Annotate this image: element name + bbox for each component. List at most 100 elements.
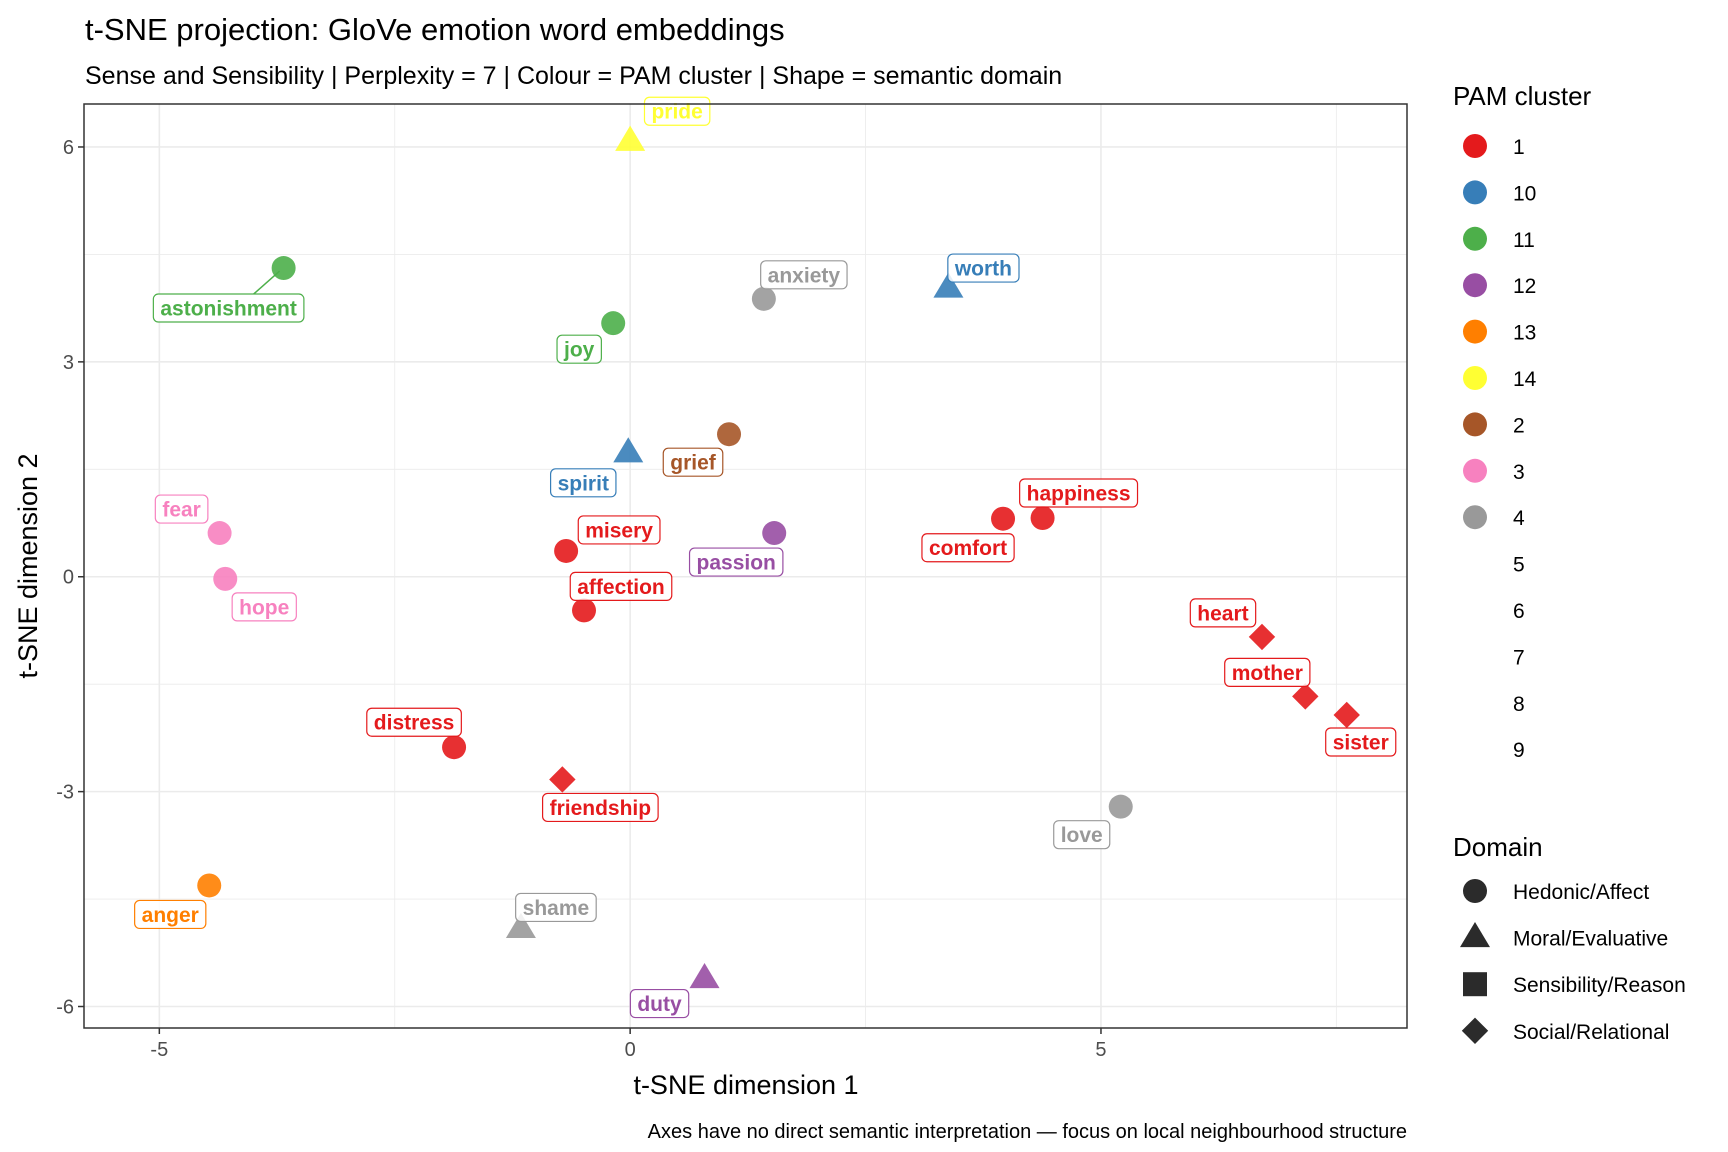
label-box <box>1189 598 1257 628</box>
label-affection: affection <box>569 571 673 602</box>
plot-border <box>83 103 1408 1029</box>
cluster-legend-item: 6 <box>1463 598 1525 623</box>
minor-gridlines <box>84 104 1407 1028</box>
label-text: pride <box>651 101 702 124</box>
legend-label: 1 <box>1513 136 1525 159</box>
label-text: passion <box>697 552 776 575</box>
label-box <box>1053 820 1111 850</box>
label-text: mother <box>1232 662 1303 685</box>
label-box <box>1019 478 1139 508</box>
label-box <box>541 792 659 823</box>
y-axis-ticks: -6 -3 0 3 6 <box>56 137 84 1019</box>
legend-label: 4 <box>1513 507 1525 530</box>
chart-title: t-SNE projection: GloVe emotion word emb… <box>85 12 785 47</box>
legend-key-circle <box>1463 412 1487 437</box>
label-box <box>569 571 673 602</box>
y-tick-label: -6 <box>56 997 74 1019</box>
label-box <box>1224 657 1311 687</box>
label-text: misery <box>585 519 653 542</box>
label-box <box>577 515 661 545</box>
point-happiness <box>1030 506 1055 531</box>
label-text: anxiety <box>768 264 841 287</box>
point-grief <box>717 422 742 447</box>
cluster-legend-item: 7 <box>1463 644 1525 669</box>
cluster-legend-item: 2 <box>1463 412 1525 437</box>
label-box <box>1325 727 1397 757</box>
label-anxiety: anxiety <box>760 260 848 290</box>
legend-key-circle <box>1463 644 1487 669</box>
label-love: love <box>1053 820 1111 850</box>
point-misery <box>554 538 579 563</box>
point-affection <box>572 598 597 623</box>
y-axis-title: t-SNE dimension 2 <box>13 453 43 678</box>
label-fear: fear <box>154 494 209 524</box>
legend-label: 5 <box>1513 554 1525 577</box>
y-tick-label: 0 <box>63 567 74 589</box>
label-box <box>134 899 207 930</box>
label-text: affection <box>577 576 665 599</box>
cluster-legend-item: 1 <box>1463 134 1525 159</box>
cluster-legend-title: PAM cluster <box>1453 81 1592 111</box>
cluster-legend-item: 13 <box>1463 319 1536 345</box>
legend-label: 6 <box>1513 600 1525 623</box>
legend-label: 10 <box>1513 182 1536 205</box>
domain-legend-title: Domain <box>1453 832 1543 862</box>
domain-legend-item: Moral/Evaluative <box>1460 921 1668 951</box>
legend-key-diamond-icon <box>1461 1017 1489 1044</box>
legend-label: Hedonic/Affect <box>1513 881 1649 904</box>
label-text: sister <box>1333 731 1389 754</box>
legend-label: 14 <box>1513 368 1537 391</box>
point-shame <box>505 912 536 939</box>
legend-key-circle <box>1463 505 1487 530</box>
cluster-legend-item: 3 <box>1463 458 1525 484</box>
label-grief: grief <box>662 447 724 477</box>
x-tick-label: -5 <box>150 1039 168 1061</box>
label-misery: misery <box>577 515 661 545</box>
label-text: comfort <box>929 537 1007 560</box>
label-box <box>629 988 690 1019</box>
point-fear <box>207 521 232 546</box>
label-duty: duty <box>629 988 690 1019</box>
legend-key-circle <box>1463 226 1487 251</box>
label-text: anger <box>142 904 199 927</box>
point-distress <box>442 735 467 760</box>
label-text: happiness <box>1027 483 1131 506</box>
cluster-legend-item: 14 <box>1463 366 1537 391</box>
label-box <box>366 707 462 737</box>
label-text: worth <box>954 258 1012 281</box>
cluster-legend-item: 4 <box>1463 505 1525 530</box>
legend-label: 8 <box>1513 693 1525 716</box>
label-text: shame <box>523 897 590 920</box>
y-tick-label: -3 <box>56 782 74 804</box>
legend-key-circle <box>1463 180 1487 205</box>
chart-caption: Axes have no direct semantic interpretat… <box>648 1121 1407 1143</box>
major-gridlines <box>84 104 1407 1028</box>
label-box <box>154 494 209 524</box>
label-friendship: friendship <box>541 792 659 823</box>
label-spirit: spirit <box>549 468 617 498</box>
point-sister <box>1333 701 1360 729</box>
cluster-legend: PAM cluster 1 10 11 12 13 14 2 3 4 5 6 7 8 9 <box>1453 81 1592 762</box>
label-box <box>549 468 617 498</box>
cluster-legend-item: 11 <box>1463 226 1535 252</box>
plot-panel: pride astonishment anxiety worth joy spirit gr… <box>83 96 1408 1029</box>
point-friendship <box>549 766 576 793</box>
label-astonishment: astonishment <box>152 293 305 323</box>
point-love <box>1108 794 1133 819</box>
label-worth: worth <box>947 253 1020 283</box>
label-box <box>231 592 297 622</box>
label-pride: pride <box>643 96 711 126</box>
y-tick-label: 3 <box>63 352 74 374</box>
label-text: distress <box>374 712 455 735</box>
cluster-legend-item: 5 <box>1463 551 1525 577</box>
cluster-legend-item: 10 <box>1463 180 1536 205</box>
label-anger: anger <box>134 899 207 930</box>
label-heart: heart <box>1189 598 1257 628</box>
label-box <box>152 293 305 323</box>
label-text: spirit <box>558 472 609 495</box>
legend-label: 9 <box>1513 739 1525 762</box>
label-text: fear <box>162 499 201 522</box>
cluster-legend-item: 8 <box>1463 690 1525 716</box>
legend-key-circle <box>1463 273 1487 298</box>
legend-key-triangle-icon <box>1460 921 1490 948</box>
